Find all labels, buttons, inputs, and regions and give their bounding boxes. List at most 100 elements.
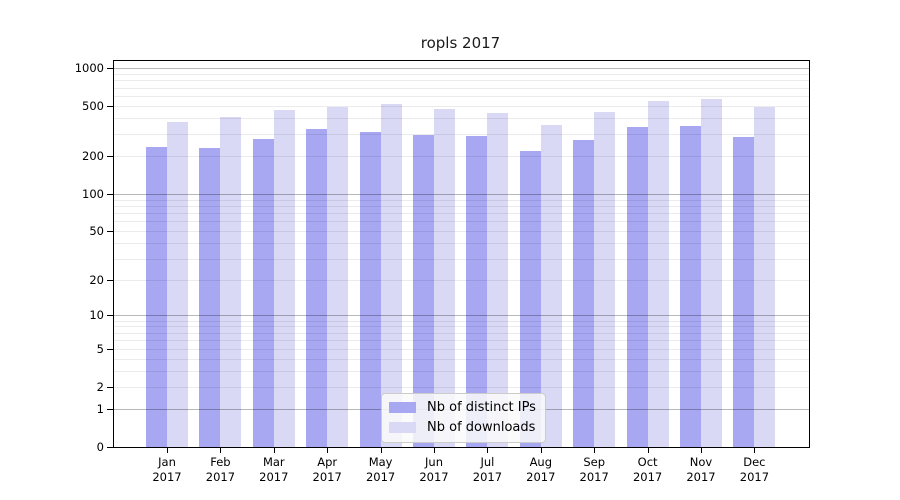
x-tick-label: Oct 2017 xyxy=(632,455,663,484)
x-tick-label: May 2017 xyxy=(365,455,396,484)
chart-title: ropls 2017 xyxy=(420,34,501,52)
bar-distinct-ips xyxy=(359,132,381,447)
gridline-minor xyxy=(114,118,809,120)
y-tick-mark xyxy=(107,231,114,233)
y-tick-mark xyxy=(107,156,114,158)
gridline-minor xyxy=(114,320,809,322)
y-tick-label: 50 xyxy=(89,224,104,239)
bar-distinct-ips xyxy=(573,139,595,447)
bar-downloads xyxy=(327,107,349,447)
y-tick-mark xyxy=(107,348,114,350)
x-tick-label: Nov 2017 xyxy=(686,455,716,484)
y-tick-label: 20 xyxy=(89,272,104,287)
bar-distinct-ips xyxy=(466,136,488,447)
x-tick-mark xyxy=(701,447,702,453)
bar-distinct-ips xyxy=(626,127,648,447)
gridline-minor xyxy=(114,358,809,360)
x-tick-mark xyxy=(434,447,435,453)
y-tick-mark xyxy=(107,68,114,69)
gridline-minor xyxy=(114,80,809,82)
y-tick-label: 200 xyxy=(82,149,104,164)
x-tick-mark xyxy=(540,447,542,453)
gridline-minor xyxy=(114,221,809,223)
bar-distinct-ips xyxy=(519,150,541,447)
x-tick-mark xyxy=(220,447,222,453)
x-tick-label: Dec 2017 xyxy=(739,455,770,484)
bar-downloads xyxy=(647,101,669,447)
gridline-minor xyxy=(114,87,809,89)
bar-downloads xyxy=(273,110,295,447)
bar-downloads xyxy=(540,125,562,447)
gridline-minor xyxy=(114,199,809,201)
y-tick-label: 1 xyxy=(96,401,104,416)
y-tick-label: 500 xyxy=(82,98,104,113)
gridline-major xyxy=(114,68,809,69)
gridline-minor xyxy=(114,95,809,97)
bar-downloads xyxy=(434,109,455,447)
gridline-minor xyxy=(114,348,809,350)
gridline-major xyxy=(114,315,809,317)
y-tick-mark xyxy=(107,386,114,388)
bar-downloads xyxy=(220,117,242,447)
legend-swatch-downloads xyxy=(389,422,416,433)
x-tick-label: Jun 2017 xyxy=(419,455,449,484)
x-tick-mark xyxy=(380,447,382,453)
x-tick-label: Jan 2017 xyxy=(152,455,182,484)
gridline-minor xyxy=(114,258,809,260)
gridline-minor xyxy=(114,279,809,281)
bar-downloads xyxy=(701,99,722,447)
legend-item-distinct-ips: Nb of distinct IPs xyxy=(389,399,536,416)
y-tick-mark xyxy=(107,447,114,448)
x-tick-mark xyxy=(594,447,596,453)
y-tick-mark xyxy=(107,279,114,281)
legend-label-downloads: Nb of downloads xyxy=(427,420,536,435)
y-tick-mark xyxy=(107,193,114,195)
y-tick-label: 5 xyxy=(96,341,104,356)
x-tick-label: Jul 2017 xyxy=(472,455,503,484)
x-tick-label: Aug 2017 xyxy=(526,455,556,484)
bar-downloads xyxy=(754,107,776,447)
plot-area: 1000 500 200 100 50 20 10 5 2 1 0 Jan 2017 Feb 2017 M… xyxy=(75,60,810,484)
bar-distinct-ips xyxy=(146,147,167,447)
gridline-minor xyxy=(114,133,809,135)
gridline-minor xyxy=(114,332,809,334)
x-tick-label: Sep 2017 xyxy=(579,455,609,484)
gridline-minor xyxy=(114,205,809,207)
y-tick-label: 0 xyxy=(96,440,104,454)
x-tick-mark xyxy=(273,447,275,453)
x-tick-mark xyxy=(167,447,168,453)
gridline-minor xyxy=(114,326,809,328)
bar-downloads xyxy=(594,111,616,447)
gridline-minor xyxy=(114,213,809,215)
gridline-minor xyxy=(114,386,809,388)
gridline-minor xyxy=(114,340,809,342)
x-tick-label: Mar 2017 xyxy=(259,455,289,484)
y-tick-label: 100 xyxy=(82,186,104,201)
bar-distinct-ips xyxy=(413,135,434,447)
bar-distinct-ips xyxy=(680,126,701,447)
gridline-minor xyxy=(114,105,809,107)
gridline-major xyxy=(114,193,809,195)
gridline-minor xyxy=(114,243,809,245)
x-tick-label: Feb 2017 xyxy=(205,455,236,484)
gridline-minor xyxy=(114,156,809,158)
bar-distinct-ips xyxy=(306,129,328,447)
legend-swatch-distinct-ips xyxy=(389,402,416,413)
y-tick-mark xyxy=(107,315,114,317)
x-tick-label: Apr 2017 xyxy=(312,455,342,484)
bar-distinct-ips xyxy=(252,139,274,447)
y-tick-mark xyxy=(107,105,114,107)
bar-distinct-ips xyxy=(199,148,221,447)
bar-downloads xyxy=(487,113,509,447)
y-tick-label: 2 xyxy=(96,379,104,394)
x-tick-mark xyxy=(647,447,649,453)
bar-distinct-ips xyxy=(733,137,755,447)
legend-label-distinct-ips: Nb of distinct IPs xyxy=(427,400,536,415)
legend: Nb of distinct IPs Nb of downloads xyxy=(381,393,546,443)
x-tick-mark xyxy=(327,447,329,453)
bar-downloads xyxy=(167,122,188,447)
gridline-minor xyxy=(114,73,809,75)
gridline-minor xyxy=(114,370,809,372)
gridline-minor xyxy=(114,231,809,233)
